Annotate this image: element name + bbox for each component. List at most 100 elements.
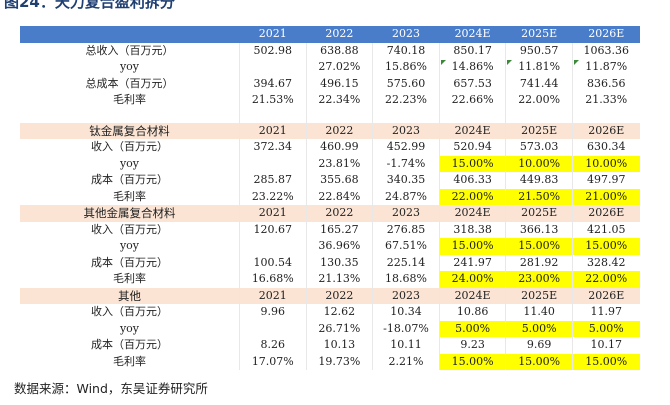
row-label: 成本（百万元） xyxy=(20,254,240,271)
table-cell: 9.23 xyxy=(440,337,507,354)
assumption-cell: 10.00% xyxy=(572,155,640,172)
table-cell: 11.97 xyxy=(590,305,623,318)
table-cell: 575.60 xyxy=(373,75,440,92)
table-cell: 12.62 xyxy=(307,304,374,321)
section-header-row: 钛金属复合材料 2021 2022 2023 2024E 2025E 2026E xyxy=(20,122,640,139)
yoy-row: yoy 36.96% 67.51% 15.00% 15.00% 15.00% xyxy=(20,238,640,255)
table-cell: 502.98 xyxy=(240,42,307,59)
table-cell: 241.97 xyxy=(440,254,507,271)
assumption-cell: 15.00% xyxy=(439,353,507,370)
table-cell xyxy=(240,238,307,255)
table-cell: 496.15 xyxy=(307,75,374,92)
total-yoy-row: yoy 27.02% 15.86% 14.86% 11.81% 11.87% xyxy=(20,59,640,76)
header-year: 2025E xyxy=(506,205,573,222)
table-cell xyxy=(373,108,440,123)
table-cell xyxy=(506,108,573,123)
table-cell: 372.34 xyxy=(240,139,307,156)
section-title: 钛金属复合材料 xyxy=(20,122,240,139)
assumption-cell: 21.50% xyxy=(506,188,573,205)
table-cell: 366.13 xyxy=(506,221,573,238)
yoy-row: yoy 23.81% -1.74% 15.00% 10.00% 10.00% xyxy=(20,155,640,172)
header-year: 2023 xyxy=(373,122,440,139)
assumption-cell: 23.00% xyxy=(506,271,573,288)
table-cell: 26.71% xyxy=(307,320,374,337)
row-label: yoy xyxy=(20,320,240,337)
assumption-cell: 22.00% xyxy=(439,188,507,205)
table-cell xyxy=(20,108,240,123)
table-cell: 22.66% xyxy=(440,92,507,109)
data-source-note: 数据来源：Wind，东吴证券研究所 xyxy=(14,381,208,396)
assumption-cell: 22.00% xyxy=(572,271,640,288)
header-year: 2023 xyxy=(373,287,440,304)
cost-row: 成本（百万元） 100.54 130.35 225.14 241.97 281.… xyxy=(20,254,640,271)
table-cell: 11.81% xyxy=(506,59,573,76)
row-label: yoy xyxy=(20,238,240,255)
row-label: 收入（百万元） xyxy=(20,304,240,321)
table-cell: 22.00% xyxy=(506,92,573,109)
table-cell: 2.21% xyxy=(373,353,440,370)
assumption-cell: 24.00% xyxy=(439,271,507,288)
header-year: 2024E xyxy=(439,205,507,222)
table-cell: 21.33% xyxy=(585,93,628,106)
revenue-row: 收入（百万元） 372.34 460.99 452.99 520.94 573.… xyxy=(20,139,640,156)
yoy-row: yoy 26.71% -18.07% 5.00% 5.00% 5.00% xyxy=(20,320,640,337)
assumption-cell: 5.00% xyxy=(506,320,573,337)
table-cell: 14.86% xyxy=(440,59,507,76)
table-cell: 19.73% xyxy=(307,353,374,370)
table-cell: -1.74% xyxy=(373,155,440,172)
table-cell: 449.83 xyxy=(506,172,573,189)
header-year: 2025E xyxy=(506,287,573,304)
section-title: 其他 xyxy=(20,287,240,304)
header-year: 2023 xyxy=(373,26,440,43)
table-cell: 22.34% xyxy=(307,92,374,109)
table-cell xyxy=(240,108,307,123)
gross-margin-row: 毛利率 17.07% 19.73% 2.21% 15.00% 15.00% 15… xyxy=(20,353,640,370)
table-cell: 23.22% xyxy=(240,188,307,205)
table-cell: 406.33 xyxy=(440,172,507,189)
table-cell: 460.99 xyxy=(307,139,374,156)
row-label: 总收入（百万元） xyxy=(20,42,240,59)
cost-row: 成本（百万元） 285.87 355.68 340.35 406.33 449.… xyxy=(20,172,640,189)
table-cell xyxy=(240,59,307,76)
row-label: 成本（百万元） xyxy=(20,337,240,354)
table-cell: 120.67 xyxy=(240,221,307,238)
table-cell: 452.99 xyxy=(373,139,440,156)
table-cell: 22.84% xyxy=(307,188,374,205)
table-cell: 130.35 xyxy=(307,254,374,271)
figure-title: 图24：天力复合盈利拆分 xyxy=(4,0,175,11)
section-title: 其他金属复合材料 xyxy=(20,205,240,222)
table-cell: 276.85 xyxy=(373,221,440,238)
header-year: 2023 xyxy=(373,205,440,222)
gross-margin-row: 毛利率 23.22% 22.84% 24.87% 22.00% 21.50% 2… xyxy=(20,188,640,205)
table-cell: 67.51% xyxy=(373,238,440,255)
row-label: 总成本（百万元） xyxy=(20,75,240,92)
table-cell: 355.68 xyxy=(307,172,374,189)
row-label: yoy xyxy=(20,59,240,76)
assumption-cell: 5.00% xyxy=(439,320,507,337)
table-cell: 9.69 xyxy=(506,337,573,354)
table-cell: 17.07% xyxy=(240,353,307,370)
assumption-cell: 15.00% xyxy=(439,155,507,172)
table-cell: 1063.36 xyxy=(583,43,630,57)
total-gross-margin-row: 毛利率 21.53% 22.34% 22.23% 22.66% 22.00% 2… xyxy=(20,92,640,109)
table-cell: 281.92 xyxy=(506,254,573,271)
assumption-cell: 15.00% xyxy=(506,238,573,255)
header-year: 2022 xyxy=(306,287,374,304)
profit-breakdown-table: 2021 2022 2023 2024E 2025E 2026E 总收入（百万元… xyxy=(20,26,640,370)
row-label: 收入（百万元） xyxy=(20,139,240,156)
header-year: 2021 xyxy=(240,287,307,304)
gross-margin-row: 毛利率 16.68% 21.13% 18.68% 24.00% 23.00% 2… xyxy=(20,271,640,288)
section-header-row: 其他 2021 2022 2023 2024E 2025E 2026E xyxy=(20,287,640,304)
assumption-cell: 15.00% xyxy=(439,238,507,255)
assumption-cell: 15.00% xyxy=(506,353,573,370)
header-year: 2022 xyxy=(306,205,374,222)
table-cell: 285.87 xyxy=(240,172,307,189)
header-year: 2026E xyxy=(572,287,640,304)
header-corner xyxy=(20,26,240,43)
table-cell: 22.23% xyxy=(373,92,440,109)
table-cell: 850.17 xyxy=(440,42,507,59)
row-label: 毛利率 xyxy=(20,271,240,288)
cost-row: 成本（百万元） 8.26 10.13 10.11 9.23 9.69 10.17 xyxy=(20,337,640,354)
table-cell: 225.14 xyxy=(373,254,440,271)
assumption-cell: 5.00% xyxy=(572,320,640,337)
